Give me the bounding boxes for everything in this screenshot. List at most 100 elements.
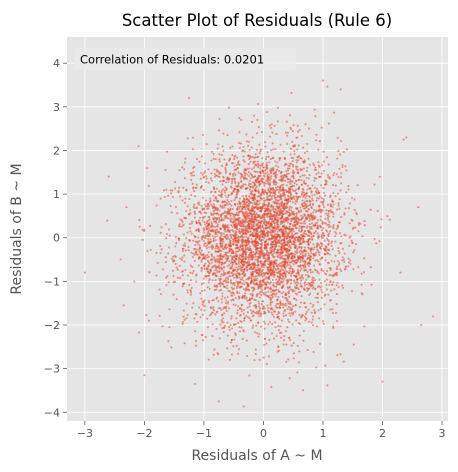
data-point (302, 167, 305, 170)
data-point (195, 253, 198, 256)
data-point (295, 179, 298, 182)
data-point (313, 309, 316, 312)
data-point (221, 244, 224, 247)
data-point (246, 260, 249, 263)
data-point (181, 221, 184, 224)
data-point (221, 313, 224, 316)
data-point (263, 175, 266, 178)
data-point (338, 198, 341, 201)
data-point (287, 302, 290, 305)
data-point (246, 231, 249, 234)
data-point (363, 325, 366, 328)
data-point (278, 199, 281, 202)
data-point (212, 199, 216, 202)
data-point (229, 275, 232, 278)
data-point (184, 249, 187, 252)
data-point (299, 264, 302, 268)
data-point (298, 305, 302, 308)
data-point (246, 204, 250, 208)
data-point (178, 264, 181, 267)
data-point (251, 289, 254, 292)
data-point (306, 200, 309, 203)
data-point (233, 260, 237, 263)
data-point (245, 201, 248, 204)
data-point (289, 235, 292, 238)
data-point (270, 191, 273, 194)
data-point (297, 291, 300, 294)
data-point (199, 316, 202, 319)
data-point (201, 313, 204, 316)
data-point (308, 216, 311, 219)
data-point (240, 308, 243, 311)
data-point (270, 253, 274, 257)
data-point (284, 162, 287, 165)
data-point (226, 212, 229, 215)
data-point (181, 320, 184, 323)
data-point (312, 248, 315, 251)
data-point (256, 292, 259, 295)
data-point (232, 240, 235, 243)
data-point (210, 253, 213, 256)
data-point (257, 181, 260, 184)
data-point (216, 284, 219, 287)
data-point (325, 288, 328, 291)
data-point (271, 148, 274, 151)
data-point (283, 238, 286, 241)
data-point (350, 218, 353, 221)
data-point (272, 201, 275, 204)
data-point (290, 229, 293, 232)
data-point (189, 288, 192, 292)
data-point (244, 253, 247, 256)
data-point (210, 312, 213, 316)
data-point (321, 231, 324, 234)
data-point (204, 175, 208, 178)
data-point (273, 230, 276, 233)
data-point (325, 246, 328, 249)
data-point (106, 219, 109, 222)
data-point (299, 269, 302, 272)
data-point (296, 256, 299, 259)
data-point (294, 236, 297, 239)
data-point (286, 142, 289, 145)
data-point (242, 159, 245, 162)
data-point (330, 259, 333, 263)
data-point (289, 153, 292, 156)
data-point (214, 225, 217, 229)
data-point (273, 243, 277, 246)
data-point (218, 160, 221, 163)
data-point (231, 208, 234, 211)
data-point (285, 360, 288, 363)
data-point (276, 265, 279, 268)
data-point (229, 323, 232, 327)
data-point (265, 111, 268, 114)
data-point (277, 202, 280, 205)
data-point (296, 259, 299, 262)
data-point (228, 328, 231, 331)
data-point (250, 215, 253, 218)
data-point (340, 235, 343, 238)
data-point (338, 153, 342, 156)
data-point (334, 235, 337, 238)
data-point (257, 221, 260, 224)
data-point (214, 158, 217, 161)
data-point (206, 326, 210, 329)
data-point (240, 186, 243, 189)
data-point (378, 240, 381, 243)
data-point (291, 201, 294, 204)
data-point (278, 277, 281, 281)
data-point (217, 300, 220, 303)
data-point (320, 267, 323, 271)
data-point (278, 189, 281, 192)
data-point (175, 298, 178, 301)
data-point (258, 296, 261, 299)
data-point (271, 313, 274, 316)
data-point (230, 341, 233, 344)
data-point (285, 170, 288, 173)
data-point (202, 282, 205, 285)
data-point (204, 258, 207, 261)
data-point (322, 187, 325, 190)
data-point (203, 223, 206, 226)
data-point (288, 320, 291, 323)
data-point (308, 174, 311, 177)
data-point (284, 314, 288, 317)
